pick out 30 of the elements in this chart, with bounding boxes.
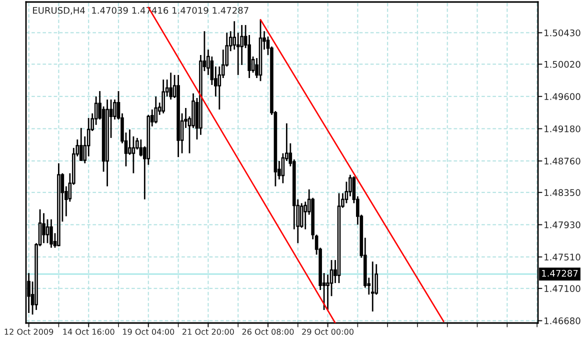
- candlestick: [304, 200, 308, 230]
- y-tick-label: 1.49180: [544, 125, 580, 132]
- candlestick: [154, 96, 158, 124]
- y-tick-label: 1.48350: [544, 189, 580, 196]
- candlestick: [370, 260, 374, 312]
- y-tick-label: 1.46680: [544, 317, 580, 324]
- candlestick: [162, 78, 165, 114]
- candlestick: [169, 72, 172, 100]
- x-tick-label: 21 Oct 20:00: [182, 328, 234, 335]
- y-tick-label: 1.50430: [544, 29, 580, 36]
- candlestick: [50, 218, 53, 248]
- candlestick: [132, 136, 136, 174]
- candlestick: [79, 127, 83, 162]
- candlestick: [46, 218, 50, 244]
- y-tick-label: 1.50020: [544, 60, 580, 68]
- ref-line-label: 1.47287: [542, 270, 578, 277]
- candlestick: [128, 128, 132, 156]
- x-tick-label: 26 Oct 08:00: [242, 328, 294, 335]
- candlestick: [139, 138, 143, 158]
- x-tick-label: 12 Oct 2009: [4, 328, 54, 335]
- y-tick-label: 1.48760: [544, 158, 580, 165]
- y-tick-label: 1.49600: [544, 93, 580, 100]
- y-tick-label: 1.47510: [544, 254, 580, 261]
- x-tick-label: 29 Oct 00:00: [302, 328, 354, 335]
- y-tick-label: 1.47930: [544, 221, 580, 228]
- x-tick-label: 19 Oct 04:00: [123, 328, 174, 335]
- x-tick-label: 14 Oct 16:00: [63, 328, 114, 335]
- y-tick-label: 1.47100: [544, 285, 580, 292]
- candlestick: [42, 212, 46, 244]
- candlestick: [300, 202, 304, 228]
